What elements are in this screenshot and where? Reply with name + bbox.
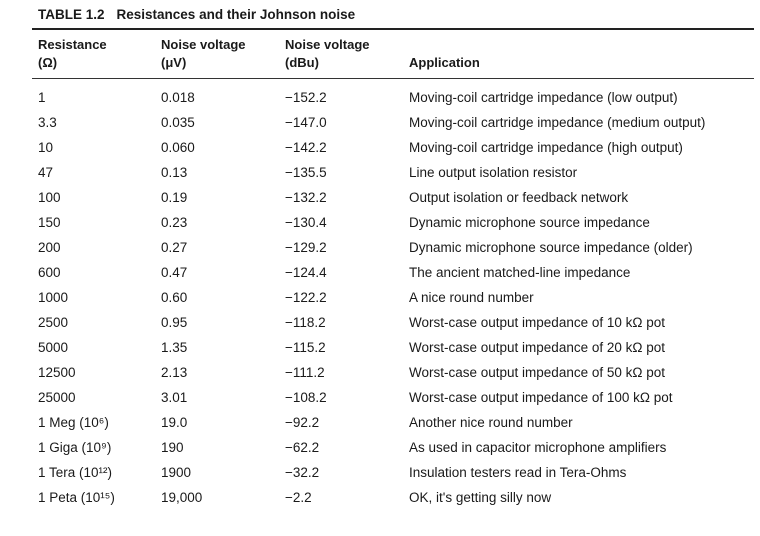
table-row: 100 0.19 −132.2 Output isolation or feedbac… xyxy=(32,185,754,210)
cell-resistance: 1 xyxy=(38,90,46,105)
cell-noise-uv: 0.27 xyxy=(161,240,188,255)
cell-noise-uv: 0.19 xyxy=(161,190,188,205)
cell-resistance: 1 Giga (10⁹) xyxy=(38,440,112,455)
cell-noise-uv: 2.13 xyxy=(161,365,188,380)
cell-resistance: 1 Tera (10¹²) xyxy=(38,465,113,480)
cell-noise-uv: 0.035 xyxy=(161,115,195,130)
table-row: 10 0.060 −142.2 Moving-coil cartridge imped… xyxy=(32,135,754,160)
cell-application: A nice round number xyxy=(409,290,534,305)
cell-noise-uv: 19,000 xyxy=(161,490,203,505)
header-application: Application xyxy=(409,55,480,70)
cell-application: Line output isolation resistor xyxy=(409,165,578,180)
cell-application: Moving-coil cartridge impedance (high ou… xyxy=(409,140,683,155)
cell-resistance: 12500 xyxy=(38,365,76,380)
cell-application: Output isolation or feedback network xyxy=(409,190,629,205)
cell-noise-uv: 0.23 xyxy=(161,215,188,230)
cell-application: Moving-coil cartridge impedance (low out… xyxy=(409,90,678,105)
cell-noise-dbu: −108.2 xyxy=(285,390,327,405)
cell-application: Moving-coil cartridge impedance (medium … xyxy=(409,115,706,130)
cell-noise-uv: 0.018 xyxy=(161,90,195,105)
cell-application: Insulation testers read in Tera-Ohms xyxy=(409,465,627,480)
table-row: 200 0.27 −129.2 Dynamic microphone source i… xyxy=(32,235,754,260)
cell-noise-uv: 0.47 xyxy=(161,265,188,280)
cell-application: Dynamic microphone source impedance (old… xyxy=(409,240,693,255)
cell-resistance: 1 Peta (10¹⁵) xyxy=(38,490,115,505)
cell-resistance: 2500 xyxy=(38,315,69,330)
data-table: Resistance (Ω) Noise voltage (μV) Noise vo… xyxy=(32,30,754,510)
cell-noise-dbu: −135.5 xyxy=(285,165,327,180)
cell-application: Worst-case output impedance of 10 kΩ pot xyxy=(409,315,665,330)
cell-resistance: 3.3 xyxy=(38,115,57,130)
cell-resistance: 600 xyxy=(38,265,61,280)
cell-noise-dbu: −129.2 xyxy=(285,240,327,255)
table-body: 1 0.018 −152.2 Moving-coil cartridge impeda… xyxy=(32,79,754,510)
cell-noise-uv: 19.0 xyxy=(161,415,188,430)
cell-noise-dbu: −122.2 xyxy=(285,290,327,305)
cell-resistance: 150 xyxy=(38,215,61,230)
cell-noise-dbu: −132.2 xyxy=(285,190,327,205)
cell-application: Worst-case output impedance of 100 kΩ po… xyxy=(409,390,673,405)
cell-noise-dbu: −115.2 xyxy=(285,340,326,355)
table-title: Resistances and their Johnson noise xyxy=(116,7,356,22)
cell-noise-dbu: −2.2 xyxy=(285,490,312,505)
table-row: 1 Tera (10¹²) 1900 −32.2 Insulation testers… xyxy=(32,460,754,485)
cell-noise-dbu: −32.2 xyxy=(285,465,320,480)
table-number: TABLE 1.2 xyxy=(38,7,105,22)
header-resistance: Resistance (Ω) xyxy=(38,37,107,70)
cell-application: OK, it's getting silly now xyxy=(409,490,552,505)
cell-application: As used in capacitor microphone amplifie… xyxy=(409,440,667,455)
cell-application: Worst-case output impedance of 50 kΩ pot xyxy=(409,365,665,380)
table-row: 150 0.23 −130.4 Dynamic microphone source i… xyxy=(32,210,754,235)
cell-noise-uv: 0.95 xyxy=(161,315,188,330)
cell-noise-uv: 3.01 xyxy=(161,390,188,405)
cell-resistance: 47 xyxy=(38,165,54,180)
header-row: Resistance (Ω) Noise voltage (μV) Noise vo… xyxy=(32,30,754,78)
johnson-noise-table: TABLE 1.2 Resistances and their Johnson n… xyxy=(32,0,754,510)
cell-noise-uv: 190 xyxy=(161,440,184,455)
cell-noise-dbu: −147.0 xyxy=(285,115,327,130)
header-rule xyxy=(32,78,754,79)
cell-noise-dbu: −130.4 xyxy=(285,215,327,230)
cell-application: Another nice round number xyxy=(409,415,573,430)
table-row: 2500 0.95 −118.2 Worst-case output impedanc… xyxy=(32,310,754,335)
cell-noise-uv: 1900 xyxy=(161,465,192,480)
header-noise-dbu: Noise voltage (dBu) xyxy=(285,37,370,70)
table-row: 47 0.13 −135.5 Line output isolation resist… xyxy=(32,160,754,185)
table-row: 25000 3.01 −108.2 Worst-case output impedan… xyxy=(32,385,754,410)
cell-resistance: 1 Meg (10⁶) xyxy=(38,415,109,430)
cell-application: Dynamic microphone source impedance xyxy=(409,215,650,230)
cell-resistance: 1000 xyxy=(38,290,69,305)
cell-noise-dbu: −124.4 xyxy=(285,265,327,280)
cell-noise-dbu: −92.2 xyxy=(285,415,320,430)
cell-noise-uv: 0.13 xyxy=(161,165,188,180)
cell-noise-dbu: −111.2 xyxy=(285,365,325,380)
table-row: 3.3 0.035 −147.0 Moving-coil cartridge impe… xyxy=(32,110,754,135)
table-row: 1 Giga (10⁹) 190 −62.2 As used in capacitor… xyxy=(32,435,754,460)
cell-resistance: 200 xyxy=(38,240,61,255)
table-row: 600 0.47 −124.4 The ancient matched-line im… xyxy=(32,260,754,285)
cell-noise-dbu: −152.2 xyxy=(285,90,327,105)
cell-noise-uv: 0.060 xyxy=(161,140,195,155)
cell-noise-uv: 1.35 xyxy=(161,340,188,355)
table-row: 5000 1.35 −115.2 Worst-case output impedanc… xyxy=(32,335,754,360)
cell-resistance: 25000 xyxy=(38,390,76,405)
cell-resistance: 10 xyxy=(38,140,54,155)
table-row: 1 Meg (10⁶) 19.0 −92.2 Another nice round n… xyxy=(32,410,754,435)
cell-noise-uv: 0.60 xyxy=(161,290,188,305)
table-row: 1 Peta (10¹⁵) 19,000 −2.2 OK, it's getting … xyxy=(32,485,754,510)
cell-resistance: 5000 xyxy=(38,340,69,355)
cell-application: The ancient matched-line impedance xyxy=(409,265,631,280)
cell-noise-dbu: −62.2 xyxy=(285,440,320,455)
table-row: 1000 0.60 −122.2 A nice round number xyxy=(32,285,754,310)
table-caption: TABLE 1.2 Resistances and their Johnson n… xyxy=(32,0,754,28)
table-row: 12500 2.13 −111.2 Worst-case output impedan… xyxy=(32,360,754,385)
cell-application: Worst-case output impedance of 20 kΩ pot xyxy=(409,340,665,355)
cell-noise-dbu: −142.2 xyxy=(285,140,327,155)
cell-resistance: 100 xyxy=(38,190,61,205)
header-noise-uv: Noise voltage (μV) xyxy=(161,37,246,70)
top-rule xyxy=(32,28,754,30)
cell-noise-dbu: −118.2 xyxy=(285,315,326,330)
table-row: 1 0.018 −152.2 Moving-coil cartridge impeda… xyxy=(32,79,754,110)
